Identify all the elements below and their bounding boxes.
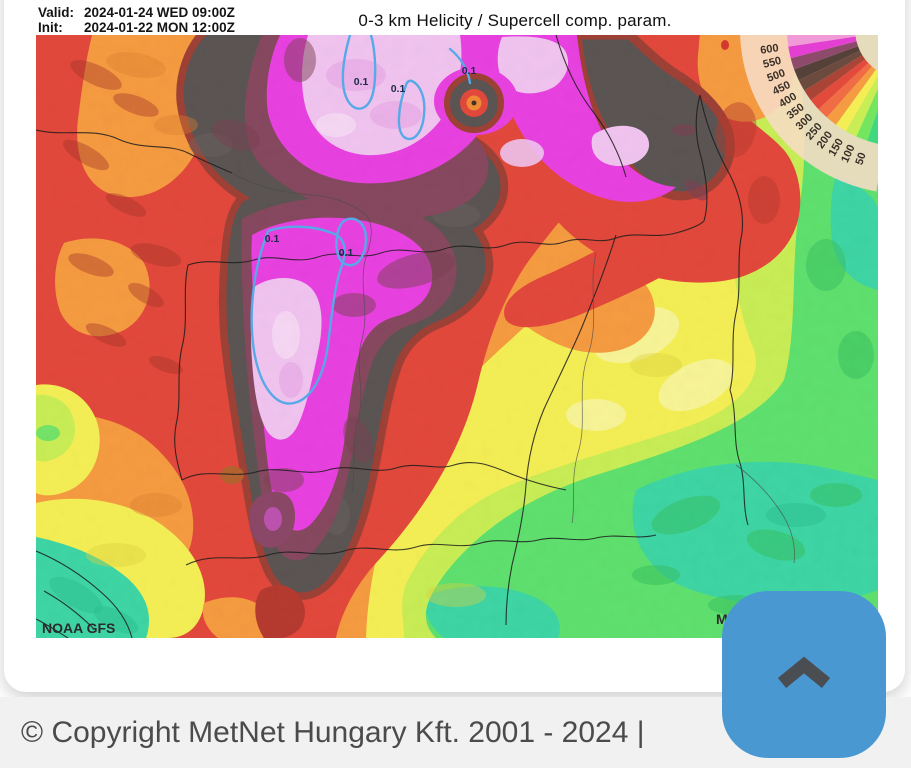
legend-band xyxy=(798,50,863,91)
run-info: Valid: 2024-01-24 WED 09:00Z Init: 2024-01… xyxy=(38,5,235,35)
valid-label: Valid: xyxy=(38,5,75,20)
chevron-up-icon xyxy=(772,655,836,694)
valid-line: Valid: 2024-01-24 WED 09:00Z xyxy=(38,5,235,20)
legend-band xyxy=(790,41,858,70)
legend-band xyxy=(788,36,857,59)
legend-band xyxy=(787,35,856,47)
contour-value-label: 0.1 xyxy=(354,76,369,88)
weather-map: 0.1 0.1 0.1 0.1 0.1 60055050045040035030… xyxy=(36,35,878,638)
copyright-text: © Copyright MetNet Hungary Kft. 2001 - 2… xyxy=(21,715,645,749)
contour-value-label: 0.1 xyxy=(391,83,406,95)
map-borders xyxy=(36,35,795,638)
legend-band xyxy=(836,69,878,132)
init-value: 2024-01-22 MON 12:00Z xyxy=(84,20,235,35)
contour-value-label: 0.1 xyxy=(462,65,477,77)
watermark-partial: M xyxy=(716,611,728,627)
map-hillshade xyxy=(36,35,878,638)
contour-value-label: 0.1 xyxy=(265,233,280,245)
legend-tick-label: 50 xyxy=(853,151,868,166)
legend-band xyxy=(856,88,878,141)
map-title: 0-3 km Helicity / Supercell comp. param. xyxy=(358,11,672,30)
model-source-label: NOAA GFS xyxy=(42,620,115,636)
legend-band xyxy=(794,46,860,81)
contour-value-label: 0.1 xyxy=(339,247,354,259)
init-line: Init: 2024-01-22 MON 12:00Z xyxy=(38,20,235,35)
legend-band xyxy=(804,55,866,101)
legend-tick-label: 550 xyxy=(762,55,783,71)
legend-tick-label: 600 xyxy=(760,42,780,57)
init-label: Init: xyxy=(38,20,63,35)
legend-band xyxy=(818,63,872,118)
scroll-to-top-button[interactable] xyxy=(722,591,886,758)
valid-value: 2024-01-24 WED 09:00Z xyxy=(84,5,235,20)
supercell-contours: 0.1 0.1 0.1 0.1 0.1 xyxy=(250,35,477,405)
legend-band xyxy=(845,75,878,137)
legend-tick-label: 500 xyxy=(766,67,787,85)
legend-band xyxy=(867,108,878,144)
legend-band xyxy=(826,66,876,125)
legend-band xyxy=(810,59,869,110)
